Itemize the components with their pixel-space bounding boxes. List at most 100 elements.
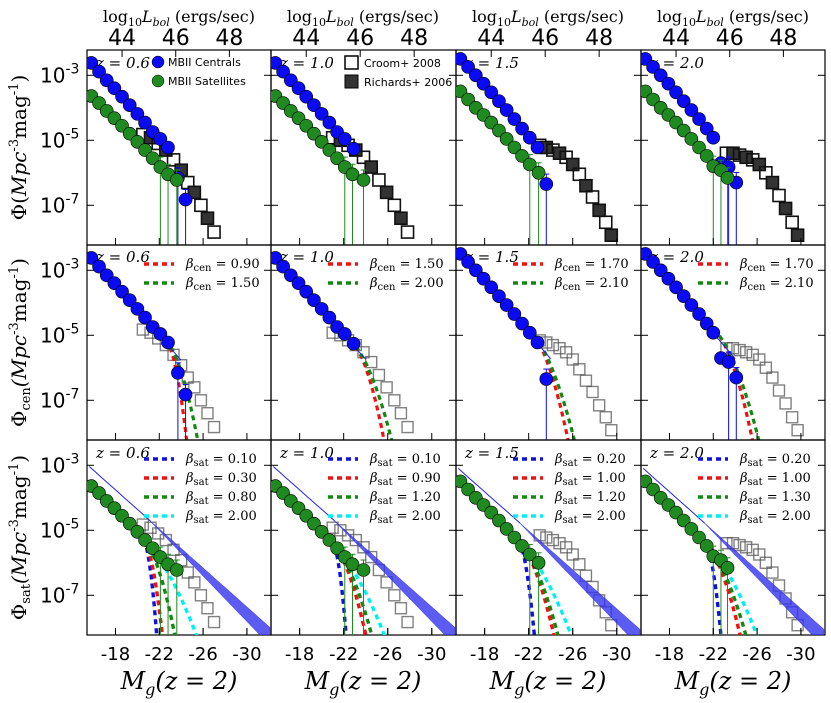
observation-marker bbox=[765, 175, 780, 190]
satellites-marker bbox=[499, 522, 514, 536]
redshift-label: z = 2.0 bbox=[649, 248, 704, 266]
y-tick-label: 10-3 bbox=[40, 451, 79, 477]
beta-sat-curve-0 bbox=[456, 475, 537, 635]
observation-marker bbox=[201, 602, 214, 615]
top-axis: log10Lbol (ergs/sec) log10Lbol (ergs/sec… bbox=[103, 7, 809, 29]
beta-legend: βsat = 0.20 βsat = 1.00 βsat = 1.30 βsat = … bbox=[698, 452, 811, 526]
centrals-marker bbox=[314, 302, 329, 316]
observation-marker bbox=[194, 394, 208, 407]
observation-marker bbox=[598, 215, 613, 230]
centrals-marker bbox=[276, 259, 290, 274]
satellites-marker bbox=[676, 513, 691, 528]
centrals-marker bbox=[706, 325, 721, 340]
observation-marker bbox=[388, 589, 401, 602]
top-tick-label: 44 bbox=[108, 26, 136, 51]
observation-marker bbox=[599, 411, 612, 424]
top-axis-col-1: log10Lbol (ergs/sec) bbox=[287, 7, 439, 29]
x-tick-label: -22 bbox=[329, 644, 358, 665]
redshift-label: z = 2.0 bbox=[649, 444, 704, 462]
centrals-marker bbox=[346, 141, 361, 156]
legend-label: βsat = 1.30 bbox=[739, 490, 811, 507]
x-tick-label: -18 bbox=[101, 644, 130, 665]
beta-legend: βcen = 1.70 βcen = 2.10 bbox=[698, 257, 814, 293]
centrals-marker bbox=[337, 132, 352, 146]
x-tick-label: -22 bbox=[145, 644, 174, 665]
centrals-marker bbox=[539, 177, 554, 191]
legend-marker-centrals bbox=[151, 55, 165, 69]
satellites-marker bbox=[170, 173, 184, 187]
observation-marker bbox=[188, 576, 201, 589]
observation-marker bbox=[201, 407, 214, 420]
centrals-marker bbox=[107, 276, 122, 291]
top-tick-label: 44 bbox=[292, 26, 320, 51]
observation-marker bbox=[394, 211, 408, 226]
observation-marker bbox=[733, 343, 746, 357]
legend-label: βsat = 1.00 bbox=[739, 471, 811, 488]
legend-label: βsat = 0.80 bbox=[185, 490, 257, 507]
panel-frame bbox=[86, 244, 272, 441]
centrals-band bbox=[148, 518, 271, 635]
centrals-line bbox=[642, 468, 705, 524]
beta-sat-curve-0 bbox=[271, 480, 348, 635]
observation-marker bbox=[553, 342, 566, 355]
beta-sat-curve-0 bbox=[87, 480, 159, 635]
satellites-marker bbox=[522, 547, 537, 562]
observation-marker bbox=[356, 150, 371, 165]
satellites-marker bbox=[170, 563, 184, 577]
centrals-marker bbox=[729, 370, 744, 385]
observation-marker bbox=[759, 361, 773, 374]
top-ticks: 44 46 48 44 46 48 44 46 48 44 46 48 bbox=[108, 26, 797, 57]
centrals-marker bbox=[669, 280, 683, 295]
legend-label: βsat = 2.00 bbox=[185, 509, 257, 526]
x-tick-label: -22 bbox=[514, 644, 543, 665]
centrals-marker bbox=[484, 85, 499, 100]
observation-marker bbox=[326, 521, 339, 534]
observation-marker bbox=[388, 394, 401, 407]
top-axis-col-3: log10Lbol (ergs/sec) bbox=[657, 7, 809, 29]
centrals-marker bbox=[499, 298, 514, 312]
centrals-marker bbox=[653, 68, 668, 83]
satellites-marker bbox=[330, 151, 344, 166]
observation-marker bbox=[566, 353, 579, 366]
centrals-marker bbox=[130, 107, 145, 121]
centrals-marker bbox=[178, 192, 193, 207]
centrals-marker bbox=[661, 76, 676, 91]
legend-label: βsat = 0.10 bbox=[185, 452, 257, 469]
observation-marker bbox=[341, 529, 355, 542]
legend-simulation: MBII Centrals MBII Satellites bbox=[151, 55, 246, 88]
observation-marker bbox=[200, 211, 215, 226]
top-tick-label: 46 bbox=[346, 26, 374, 51]
centrals-marker bbox=[530, 335, 545, 350]
observation-marker bbox=[365, 550, 378, 564]
x-tick-label: -26 bbox=[188, 644, 217, 665]
centrals-marker bbox=[178, 387, 193, 402]
satellites-marker bbox=[676, 123, 691, 138]
centrals-line bbox=[272, 466, 336, 522]
centrals-marker bbox=[515, 316, 529, 331]
centrals-marker bbox=[692, 112, 706, 126]
satellites-marker bbox=[356, 173, 371, 187]
centrals-marker bbox=[299, 89, 314, 104]
x-axis-label: Mg(z = 2) bbox=[120, 667, 238, 699]
legend-label-richards: Richards+ 2006 bbox=[364, 76, 452, 89]
centrals-marker bbox=[522, 130, 537, 145]
observation-marker bbox=[726, 342, 740, 355]
x-ticks: -18 -22 -26 -30 -18 -22 -26 -30 -18 -22 -26 -30 -18-… bbox=[101, 238, 816, 665]
row-y-label: Φcen(Mpc-3mag-1) bbox=[7, 258, 34, 427]
observation-marker bbox=[746, 543, 759, 557]
observation-marker bbox=[372, 173, 386, 187]
observation-marker bbox=[207, 420, 221, 434]
observation-marker bbox=[394, 407, 408, 420]
x-tick-label: -18 bbox=[655, 644, 684, 665]
legend-label: βsat = 1.20 bbox=[554, 490, 626, 507]
beta-sat-curve-0 bbox=[641, 475, 723, 635]
x-axis-label: Mg(z = 2) bbox=[489, 667, 607, 699]
legend-label: βsat = 2.00 bbox=[369, 509, 441, 526]
centrals-marker bbox=[492, 94, 506, 108]
centrals-marker bbox=[314, 107, 329, 121]
observation-marker bbox=[739, 541, 753, 554]
centrals-marker bbox=[115, 284, 129, 299]
top-axis-label: log10Lbol (ergs/sec) bbox=[287, 7, 439, 29]
observation-marker bbox=[194, 589, 208, 602]
